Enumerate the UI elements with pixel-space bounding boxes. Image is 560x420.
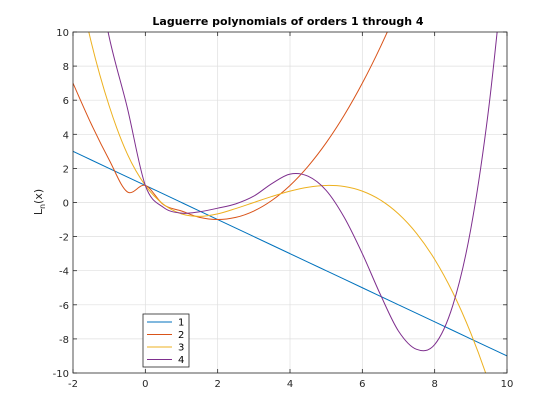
x-tick-label: -2 <box>68 379 78 390</box>
chart-title: Laguerre polynomials of orders 1 through… <box>152 15 424 28</box>
y-axis-label-rest: (x) <box>32 189 45 204</box>
y-axis-label: Ln(x) <box>32 189 47 215</box>
legend-label-2: 2 <box>178 330 184 341</box>
y-axis-label-main: L <box>32 208 45 215</box>
axis-ticks: -2 0 2 4 6 8 10 -10 -8 -6 -4 -2 0 2 4 6 8 10 <box>53 28 514 390</box>
legend-label-4: 4 <box>178 355 184 366</box>
y-tick-label: 8 <box>63 62 69 73</box>
y-tick-label: -4 <box>59 267 69 278</box>
legend-label-1: 1 <box>178 318 184 329</box>
y-tick-label: 6 <box>63 96 69 107</box>
y-tick-label: 4 <box>63 130 69 141</box>
y-axis-label-subscript: n <box>38 204 47 209</box>
series-layer <box>73 32 507 373</box>
y-tick-label: -2 <box>59 233 69 244</box>
y-tick-label: 10 <box>56 28 69 39</box>
y-tick-label: -6 <box>59 301 69 312</box>
legend-label-3: 3 <box>178 343 184 354</box>
series-line-3 <box>88 32 487 373</box>
legend-box <box>142 313 190 368</box>
x-tick-label: 8 <box>431 379 437 390</box>
x-tick-label: 2 <box>214 379 220 390</box>
series-line-4 <box>107 32 498 352</box>
x-tick-label: 4 <box>287 379 293 390</box>
legend: 12 34 <box>142 313 190 368</box>
x-tick-label: 0 <box>142 379 148 390</box>
y-tick-label: -8 <box>59 335 69 346</box>
y-tick-label: 0 <box>63 199 69 210</box>
x-tick-label: 10 <box>501 379 514 390</box>
x-tick-label: 6 <box>359 379 365 390</box>
y-tick-label: 2 <box>63 164 69 175</box>
y-tick-label: -10 <box>53 369 69 380</box>
